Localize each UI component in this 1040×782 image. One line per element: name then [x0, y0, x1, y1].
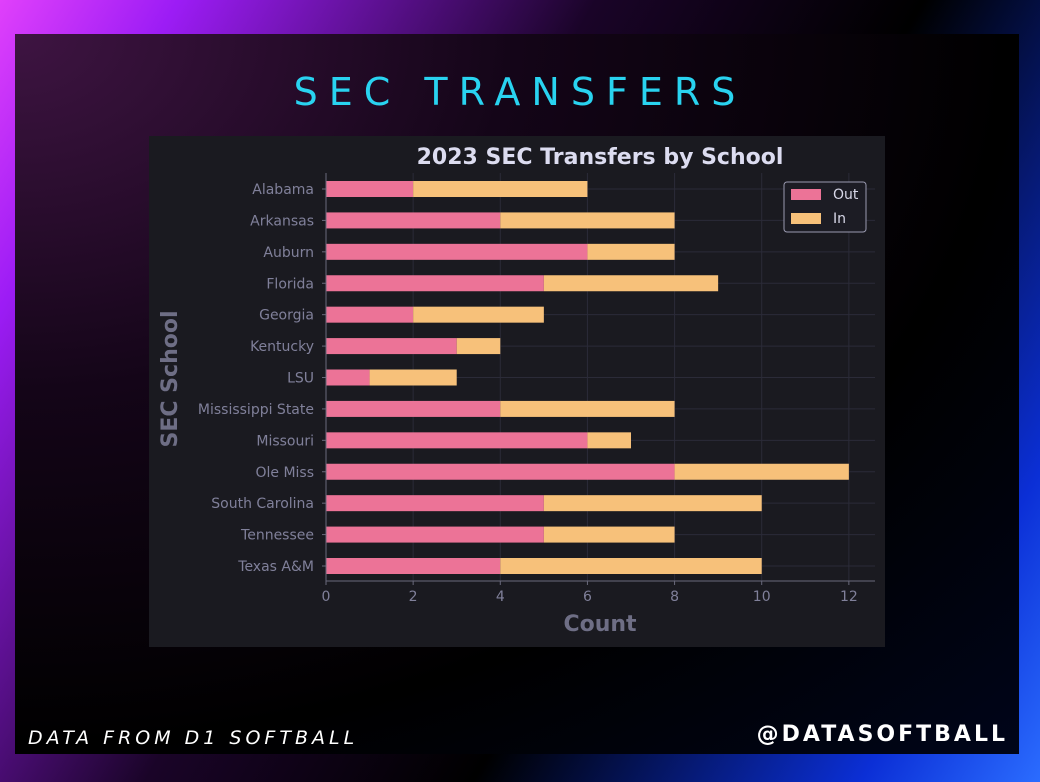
- y-tick-label: Kentucky: [250, 339, 314, 355]
- bar-out: [326, 558, 501, 574]
- x-axis-label: Count: [563, 612, 637, 637]
- legend-swatch-in: [791, 213, 821, 224]
- x-tick-label: 12: [840, 589, 858, 605]
- bar-in: [413, 306, 544, 323]
- chart-panel: Alabama Arkansas Auburn Florida Georgia Kentu…: [149, 136, 885, 647]
- bar-in: [413, 181, 588, 197]
- bar-out: [326, 432, 588, 449]
- y-tick-label: Auburn: [263, 245, 314, 261]
- bar-in: [674, 463, 849, 480]
- bar-out: [326, 338, 457, 355]
- y-tick-label: Ole Miss: [255, 465, 314, 481]
- bar-in: [543, 526, 675, 543]
- bar-in: [500, 558, 762, 574]
- bar-in: [587, 243, 675, 260]
- bar-out: [326, 495, 544, 512]
- x-tick-label: 4: [496, 589, 505, 605]
- y-tick-label: Florida: [266, 276, 314, 292]
- x-tick-label: 2: [409, 589, 418, 605]
- bar-out: [326, 463, 675, 480]
- y-tick-label: Arkansas: [250, 213, 314, 229]
- legend-label-out: Out: [833, 187, 859, 203]
- chart-title: 2023 SEC Transfers by School: [417, 145, 784, 170]
- y-tick-label: South Carolina: [211, 496, 314, 512]
- x-tick-label: 0: [322, 589, 331, 605]
- x-tick-label: 10: [753, 589, 771, 605]
- bar-in: [543, 495, 762, 512]
- bar-out: [326, 212, 501, 229]
- bar-out: [326, 400, 501, 417]
- y-axis-label: SEC School: [158, 311, 183, 448]
- bar-out: [326, 306, 414, 323]
- bar-in: [543, 275, 719, 292]
- y-tick-label: Alabama: [252, 182, 314, 198]
- bar-in: [369, 369, 457, 386]
- bar-out: [326, 369, 370, 386]
- y-tick-label: Georgia: [259, 308, 314, 324]
- bar-in: [456, 338, 501, 355]
- x-tick-label: 8: [670, 589, 679, 605]
- y-tick-label: Mississippi State: [198, 402, 314, 418]
- bar-out: [326, 526, 544, 543]
- bar-out: [326, 243, 588, 260]
- x-tick-label: 6: [583, 589, 592, 605]
- legend-label-in: In: [833, 211, 846, 227]
- bar-in: [500, 212, 675, 229]
- data-source-caption: DATA FROM D1 SOFTBALL: [28, 727, 359, 749]
- bar-in: [587, 432, 631, 449]
- bar-chart: Alabama Arkansas Auburn Florida Georgia Kentu…: [158, 145, 875, 637]
- legend-swatch-out: [791, 189, 821, 200]
- y-tick-label: Missouri: [256, 433, 314, 449]
- bar-in: [500, 400, 675, 417]
- y-tick-label: Tennessee: [240, 528, 314, 544]
- social-handle: @DATASOFTBALL: [756, 722, 1008, 747]
- bar-out: [326, 275, 544, 292]
- poster-title: SEC TRANSFERS: [293, 70, 747, 114]
- y-tick-label: Texas A&M: [237, 559, 314, 575]
- bar-out: [326, 181, 414, 197]
- y-tick-label: LSU: [287, 371, 314, 387]
